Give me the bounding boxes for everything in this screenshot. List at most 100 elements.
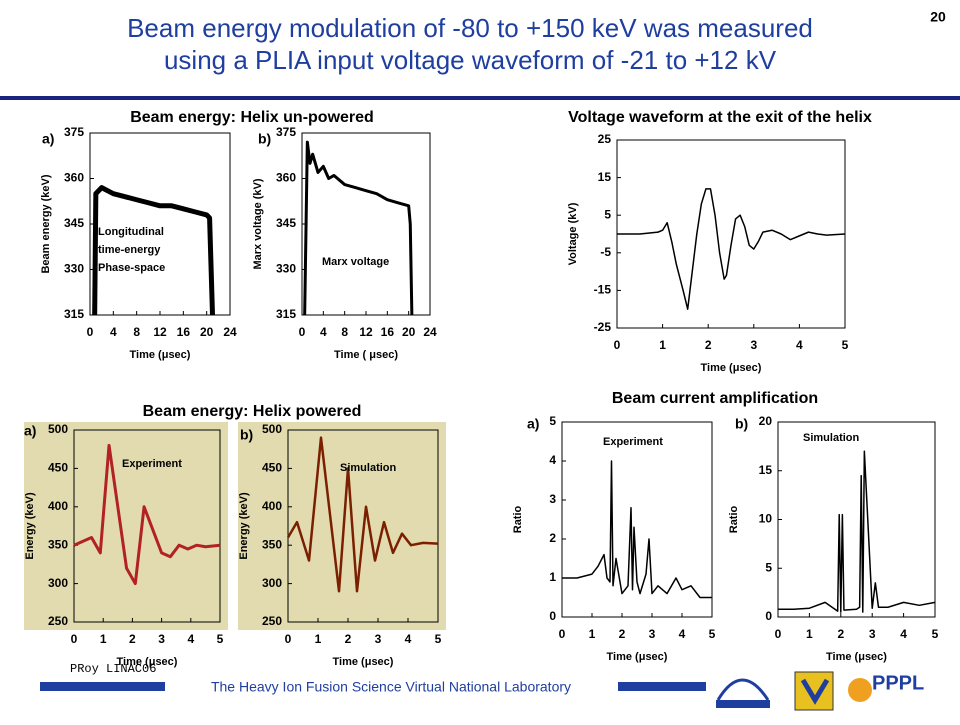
y-tick-label: 4 — [549, 453, 556, 467]
y-tick-label: 375 — [276, 125, 296, 139]
pppl-logo: PPPL — [872, 672, 924, 694]
x-tick-label: 16 — [381, 325, 395, 339]
footer-bar — [618, 682, 706, 691]
y-tick-label: 0 — [765, 609, 772, 623]
data-line — [778, 450, 936, 613]
data-line — [617, 188, 846, 310]
plot-frame — [73, 429, 221, 623]
y-tick-label: 0 — [549, 609, 556, 623]
annotation: Phase-space — [98, 262, 165, 274]
annotation: time-energy — [98, 244, 161, 256]
x-tick-label: 5 — [217, 632, 224, 646]
x-tick-label: 1 — [659, 338, 666, 352]
y-tick-label: 15 — [759, 463, 773, 477]
panel-label: a) — [527, 416, 539, 432]
x-tick-label: 4 — [187, 632, 194, 646]
panel-label: b) — [735, 416, 748, 432]
footer: The Heavy Ion Fusion Science Virtual Nat… — [211, 679, 571, 695]
data-line — [286, 436, 439, 593]
x-axis-label: Time ( μsec) — [334, 349, 398, 361]
x-axis-label: Time (μsec) — [701, 362, 762, 374]
y-tick-label: 1 — [549, 570, 556, 584]
x-tick-label: 3 — [375, 632, 382, 646]
y-tick-label: 250 — [262, 614, 282, 628]
y-tick-label: 330 — [276, 262, 296, 276]
title-line: Beam energy modulation of -80 to +150 ke… — [127, 13, 813, 43]
x-tick-label: 24 — [423, 325, 437, 339]
x-tick-label: 1 — [589, 627, 596, 641]
y-axis-label: Ratio — [728, 505, 740, 533]
x-axis-label: Time (μsec) — [130, 349, 191, 361]
y-tick-label: 315 — [64, 307, 84, 321]
x-axis-label: Time (μsec) — [117, 656, 178, 668]
y-tick-label: 25 — [598, 132, 612, 146]
x-tick-label: 8 — [341, 325, 348, 339]
y-tick-label: 450 — [48, 461, 68, 475]
y-tick-label: 500 — [48, 422, 68, 436]
x-tick-label: 1 — [315, 632, 322, 646]
x-tick-label: 0 — [614, 338, 621, 352]
x-tick-label: 2 — [345, 632, 352, 646]
y-tick-label: 345 — [64, 216, 84, 230]
x-tick-label: 20 — [200, 325, 214, 339]
x-tick-label: 2 — [837, 627, 844, 641]
panel-label: a) — [24, 423, 36, 439]
x-tick-label: 1 — [100, 632, 107, 646]
y-axis-label: Voltage (kV) — [567, 202, 579, 265]
y-tick-label: 330 — [64, 262, 84, 276]
y-tick-label: 2 — [549, 531, 556, 545]
llnl-logo — [794, 671, 834, 711]
y-tick-label: 500 — [262, 422, 282, 436]
x-tick-label: 1 — [806, 627, 813, 641]
y-tick-label: 400 — [48, 499, 68, 513]
x-tick-label: 0 — [87, 325, 94, 339]
y-tick-label: 450 — [262, 461, 282, 475]
x-tick-label: 5 — [709, 627, 716, 641]
plot-frame — [616, 139, 846, 329]
annotation: Experiment — [603, 436, 663, 448]
x-tick-label: 4 — [320, 325, 327, 339]
data-line — [562, 460, 712, 599]
plot-frame — [777, 421, 936, 618]
x-axis-label: Time (μsec) — [826, 651, 887, 663]
y-axis-label: Energy (keV) — [238, 492, 250, 560]
x-tick-label: 5 — [842, 338, 849, 352]
x-tick-label: 0 — [775, 627, 782, 641]
x-tick-label: 5 — [435, 632, 442, 646]
data-line — [303, 140, 414, 316]
annotation: Longitudinal — [98, 226, 164, 238]
data-line — [73, 443, 221, 586]
y-tick-label: 315 — [276, 307, 296, 321]
y-tick-label: 20 — [759, 414, 773, 428]
y-tick-label: -25 — [594, 320, 612, 334]
rule — [0, 96, 960, 100]
x-tick-label: 20 — [402, 325, 416, 339]
plot-frame — [287, 429, 439, 623]
x-tick-label: 0 — [299, 325, 306, 339]
x-tick-label: 4 — [796, 338, 803, 352]
berkeley-logo — [716, 678, 770, 708]
panel-label: a) — [42, 131, 54, 147]
plot-background — [24, 422, 228, 630]
heading: Beam current amplification — [612, 390, 818, 407]
y-tick-label: -5 — [600, 245, 611, 259]
x-tick-label: 0 — [285, 632, 292, 646]
x-tick-label: 8 — [133, 325, 140, 339]
y-tick-label: 375 — [64, 125, 84, 139]
y-tick-label: 250 — [48, 614, 68, 628]
panel-label: b) — [258, 131, 271, 147]
x-tick-label: 3 — [158, 632, 165, 646]
plot-frame — [561, 421, 713, 618]
y-tick-label: 360 — [64, 171, 84, 185]
heading: Beam energy: Helix powered — [143, 403, 362, 420]
y-tick-label: -15 — [594, 283, 612, 297]
y-axis-label: Ratio — [512, 505, 524, 533]
y-tick-label: 15 — [598, 170, 612, 184]
annotation: Simulation — [340, 462, 397, 474]
x-tick-label: 4 — [679, 627, 686, 641]
x-tick-label: 4 — [405, 632, 412, 646]
x-tick-label: 3 — [869, 627, 876, 641]
y-tick-label: 3 — [549, 492, 556, 506]
annotation: Experiment — [122, 458, 182, 470]
